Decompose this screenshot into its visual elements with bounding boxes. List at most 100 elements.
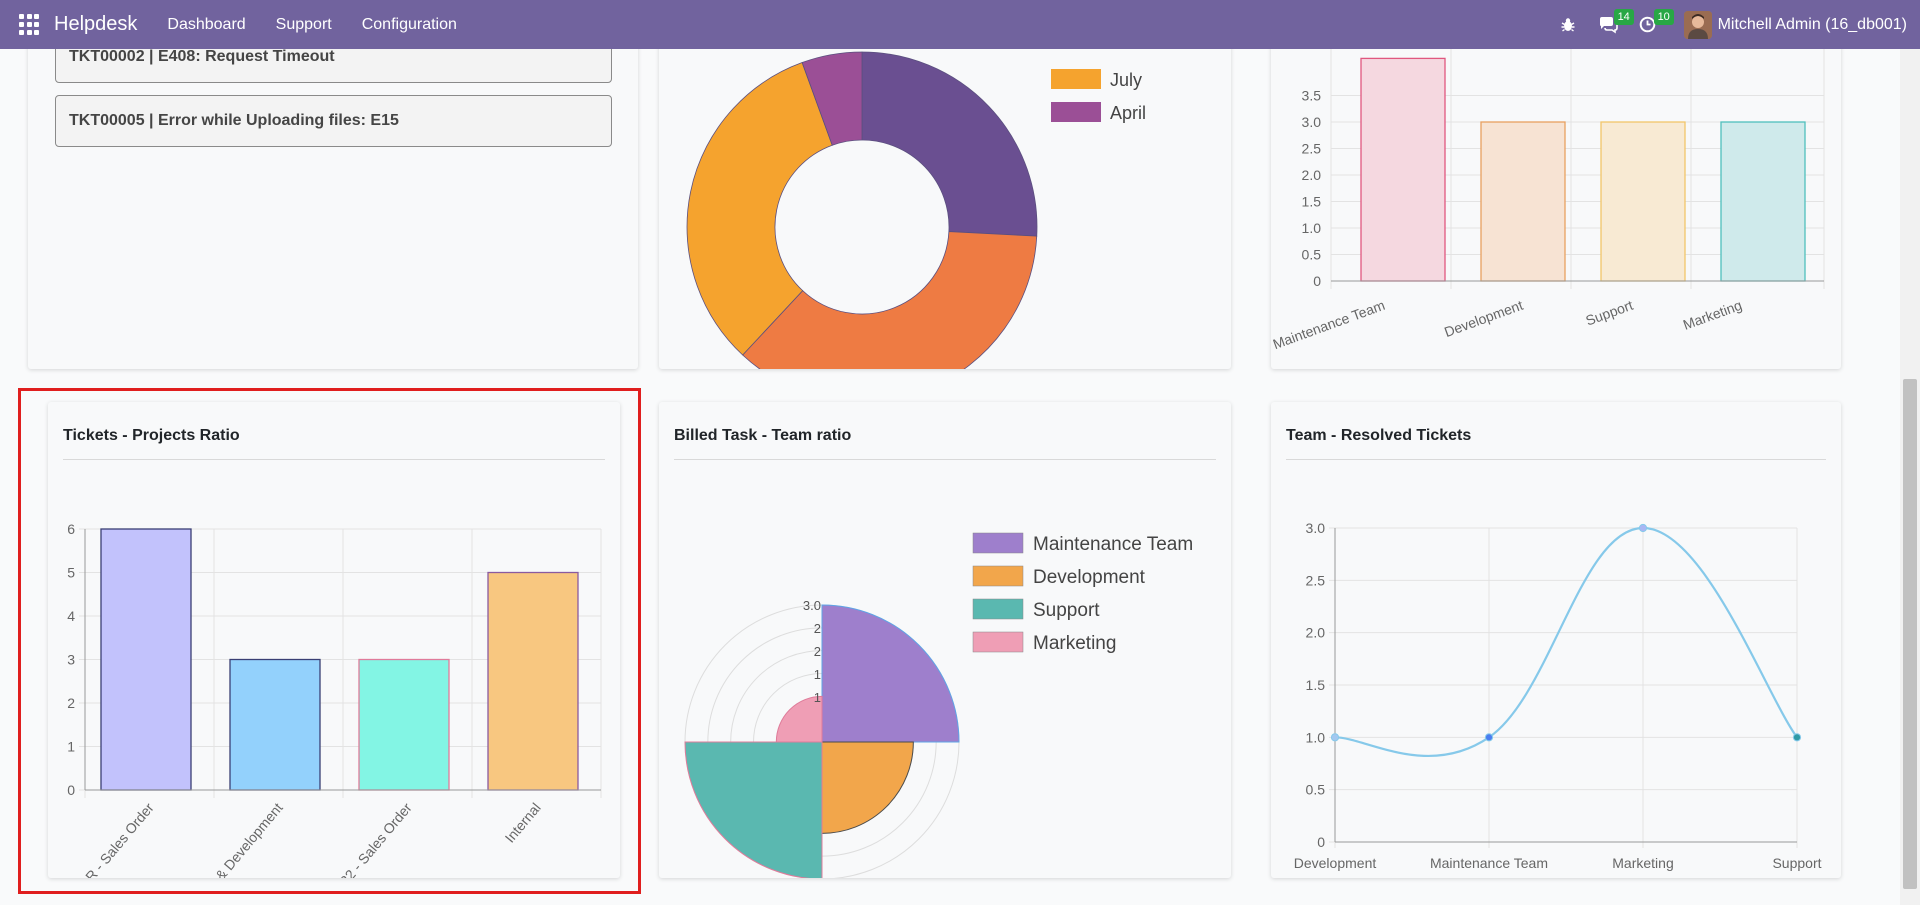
ticket-item[interactable]: TKT00002 | E408: Request Timeout (55, 49, 612, 83)
legend-label: Maintenance Team (1033, 534, 1193, 555)
ticket-item[interactable]: TKT00005 | Error while Uploading files: … (55, 95, 612, 147)
selection-highlight-box (18, 388, 641, 894)
legend-label: April (1110, 103, 1146, 123)
x-tick-label: Maintenance Team (1430, 855, 1548, 871)
legend-swatch (972, 565, 1024, 587)
donut-chart: July April (686, 51, 1146, 369)
app-brand[interactable]: Helpdesk (54, 13, 138, 35)
bar (1600, 121, 1686, 282)
x-tick-label: Marketing (1681, 297, 1744, 333)
y-tick-label: 2.5 (1306, 572, 1326, 588)
divider (674, 459, 1216, 460)
scrollbar-thumb[interactable] (1903, 379, 1917, 889)
resolved-line-chart: 0 0.5 1.0 1.5 2.0 2.5 3.0 Development Maintenanc… (1294, 520, 1822, 871)
series-line (1334, 526, 1798, 757)
polar-tick-label: 3.0 (803, 598, 821, 613)
resolved-tickets-card: Team - Resolved Tickets 0 0.5 1.0 1.5 2.0 2.5… (1271, 402, 1841, 878)
y-tick-label: 0.5 (1302, 247, 1322, 263)
bar (358, 658, 450, 791)
bar (1360, 57, 1446, 282)
legend-label: July (1110, 70, 1142, 90)
bar (487, 571, 579, 791)
donut-slice (801, 51, 863, 146)
polar-segment (775, 695, 823, 743)
projects-ratio-card: Tickets - Projects Ratio 0 1 2 3 4 5 6 AGR - Sa… (48, 402, 620, 878)
top-navbar: Helpdesk Dashboard Support Configuration… (0, 0, 1920, 49)
polar-area-chart: 3.0 2 2 1 1 Maintenance Team Development Suppor… (684, 532, 1193, 878)
data-point (1484, 733, 1494, 742)
apps-menu-icon[interactable] (19, 13, 41, 36)
legend-label: Support (1033, 600, 1100, 621)
user-avatar[interactable] (1683, 10, 1712, 39)
y-tick-label: 5 (67, 565, 75, 581)
x-tick-label: Support (1772, 855, 1821, 871)
legend-swatch (1051, 102, 1101, 122)
polar-segment (821, 604, 960, 743)
dashboard-content: TKT00002 | E408: Request Timeout TKT0000… (0, 49, 1900, 905)
y-tick-label: 3 (67, 652, 75, 668)
donut-chart-card: July April (659, 49, 1231, 369)
x-tick-label: Support (1583, 297, 1635, 329)
billed-task-card: Billed Task - Team ratio 3.0 2 2 1 1 Maintena… (659, 402, 1231, 878)
divider (1286, 459, 1826, 460)
donut-slice (861, 51, 1038, 237)
menu-dashboard[interactable]: Dashboard (167, 15, 246, 33)
y-tick-label: 1.5 (1302, 194, 1322, 210)
vertical-scrollbar[interactable] (1900, 49, 1920, 905)
y-tick-label: 1.0 (1306, 729, 1326, 745)
y-tick-label: 1.0 (1302, 220, 1322, 236)
y-tick-label: 1.5 (1306, 677, 1326, 693)
bar (229, 658, 321, 791)
polar-tick-label: 2 (814, 644, 821, 659)
polar-segment (821, 741, 914, 834)
debug-bug-icon[interactable] (1554, 0, 1582, 49)
polar-segment (684, 741, 823, 878)
card-title: Team - Resolved Tickets (1286, 427, 1472, 444)
donut-slice (742, 231, 1038, 369)
menu-support[interactable]: Support (275, 15, 332, 33)
team-bar-chart-card: 0 0.5 1.0 1.5 2.0 2.5 3.0 3.5 Maintenance Team De… (1271, 49, 1841, 369)
bar (1720, 121, 1806, 282)
y-tick-label: 3.5 (1302, 88, 1322, 104)
divider (63, 459, 605, 460)
polar-tick-label: 1 (814, 667, 821, 682)
y-tick-label: 0 (1313, 273, 1321, 289)
y-tick-label: 6 (67, 521, 75, 537)
y-tick-label: 0 (67, 782, 75, 798)
activity-clock-icon[interactable]: 10 (1634, 0, 1674, 49)
legend-swatch (972, 631, 1024, 653)
data-point (1792, 733, 1802, 742)
y-tick-label: 2.0 (1306, 625, 1326, 641)
data-point (1330, 733, 1340, 742)
x-tick-label: Maintenance Team (1271, 297, 1387, 352)
y-tick-label: 0.5 (1306, 782, 1326, 798)
x-tick-label: Development (1294, 855, 1377, 871)
menu-configuration[interactable]: Configuration (361, 15, 457, 33)
team-bar-chart: 0 0.5 1.0 1.5 2.0 2.5 3.0 3.5 Maintenance Team De… (1271, 49, 1825, 352)
y-tick-label: 3.0 (1302, 114, 1322, 130)
data-point (1638, 523, 1648, 533)
y-tick-label: 0 (1317, 834, 1325, 850)
messages-icon[interactable]: 14 (1594, 0, 1634, 49)
y-tick-label: 1 (67, 739, 75, 755)
legend-label: Marketing (1033, 633, 1116, 654)
user-name[interactable]: Mitchell Admin (16_db001) (1717, 15, 1907, 33)
legend-swatch (1051, 69, 1101, 89)
card-title: Billed Task - Team ratio (674, 427, 852, 444)
messages-badge: 14 (1613, 9, 1634, 25)
legend-label: Development (1033, 567, 1146, 588)
polar-tick-label: 2 (814, 621, 821, 636)
donut-slice (686, 62, 833, 356)
bar (1480, 121, 1566, 282)
x-tick-label: Marketing (1612, 855, 1673, 871)
y-tick-label: 4 (67, 608, 75, 624)
card-title: Tickets - Projects Ratio (63, 427, 240, 444)
legend-swatch (972, 598, 1024, 620)
polar-tick-label: 1 (814, 690, 821, 705)
y-tick-label: 3.0 (1306, 520, 1326, 536)
activity-badge: 10 (1653, 9, 1674, 25)
y-tick-label: 2 (67, 695, 75, 711)
y-tick-label: 2.0 (1302, 167, 1322, 183)
y-tick-label: 2.5 (1302, 141, 1322, 157)
